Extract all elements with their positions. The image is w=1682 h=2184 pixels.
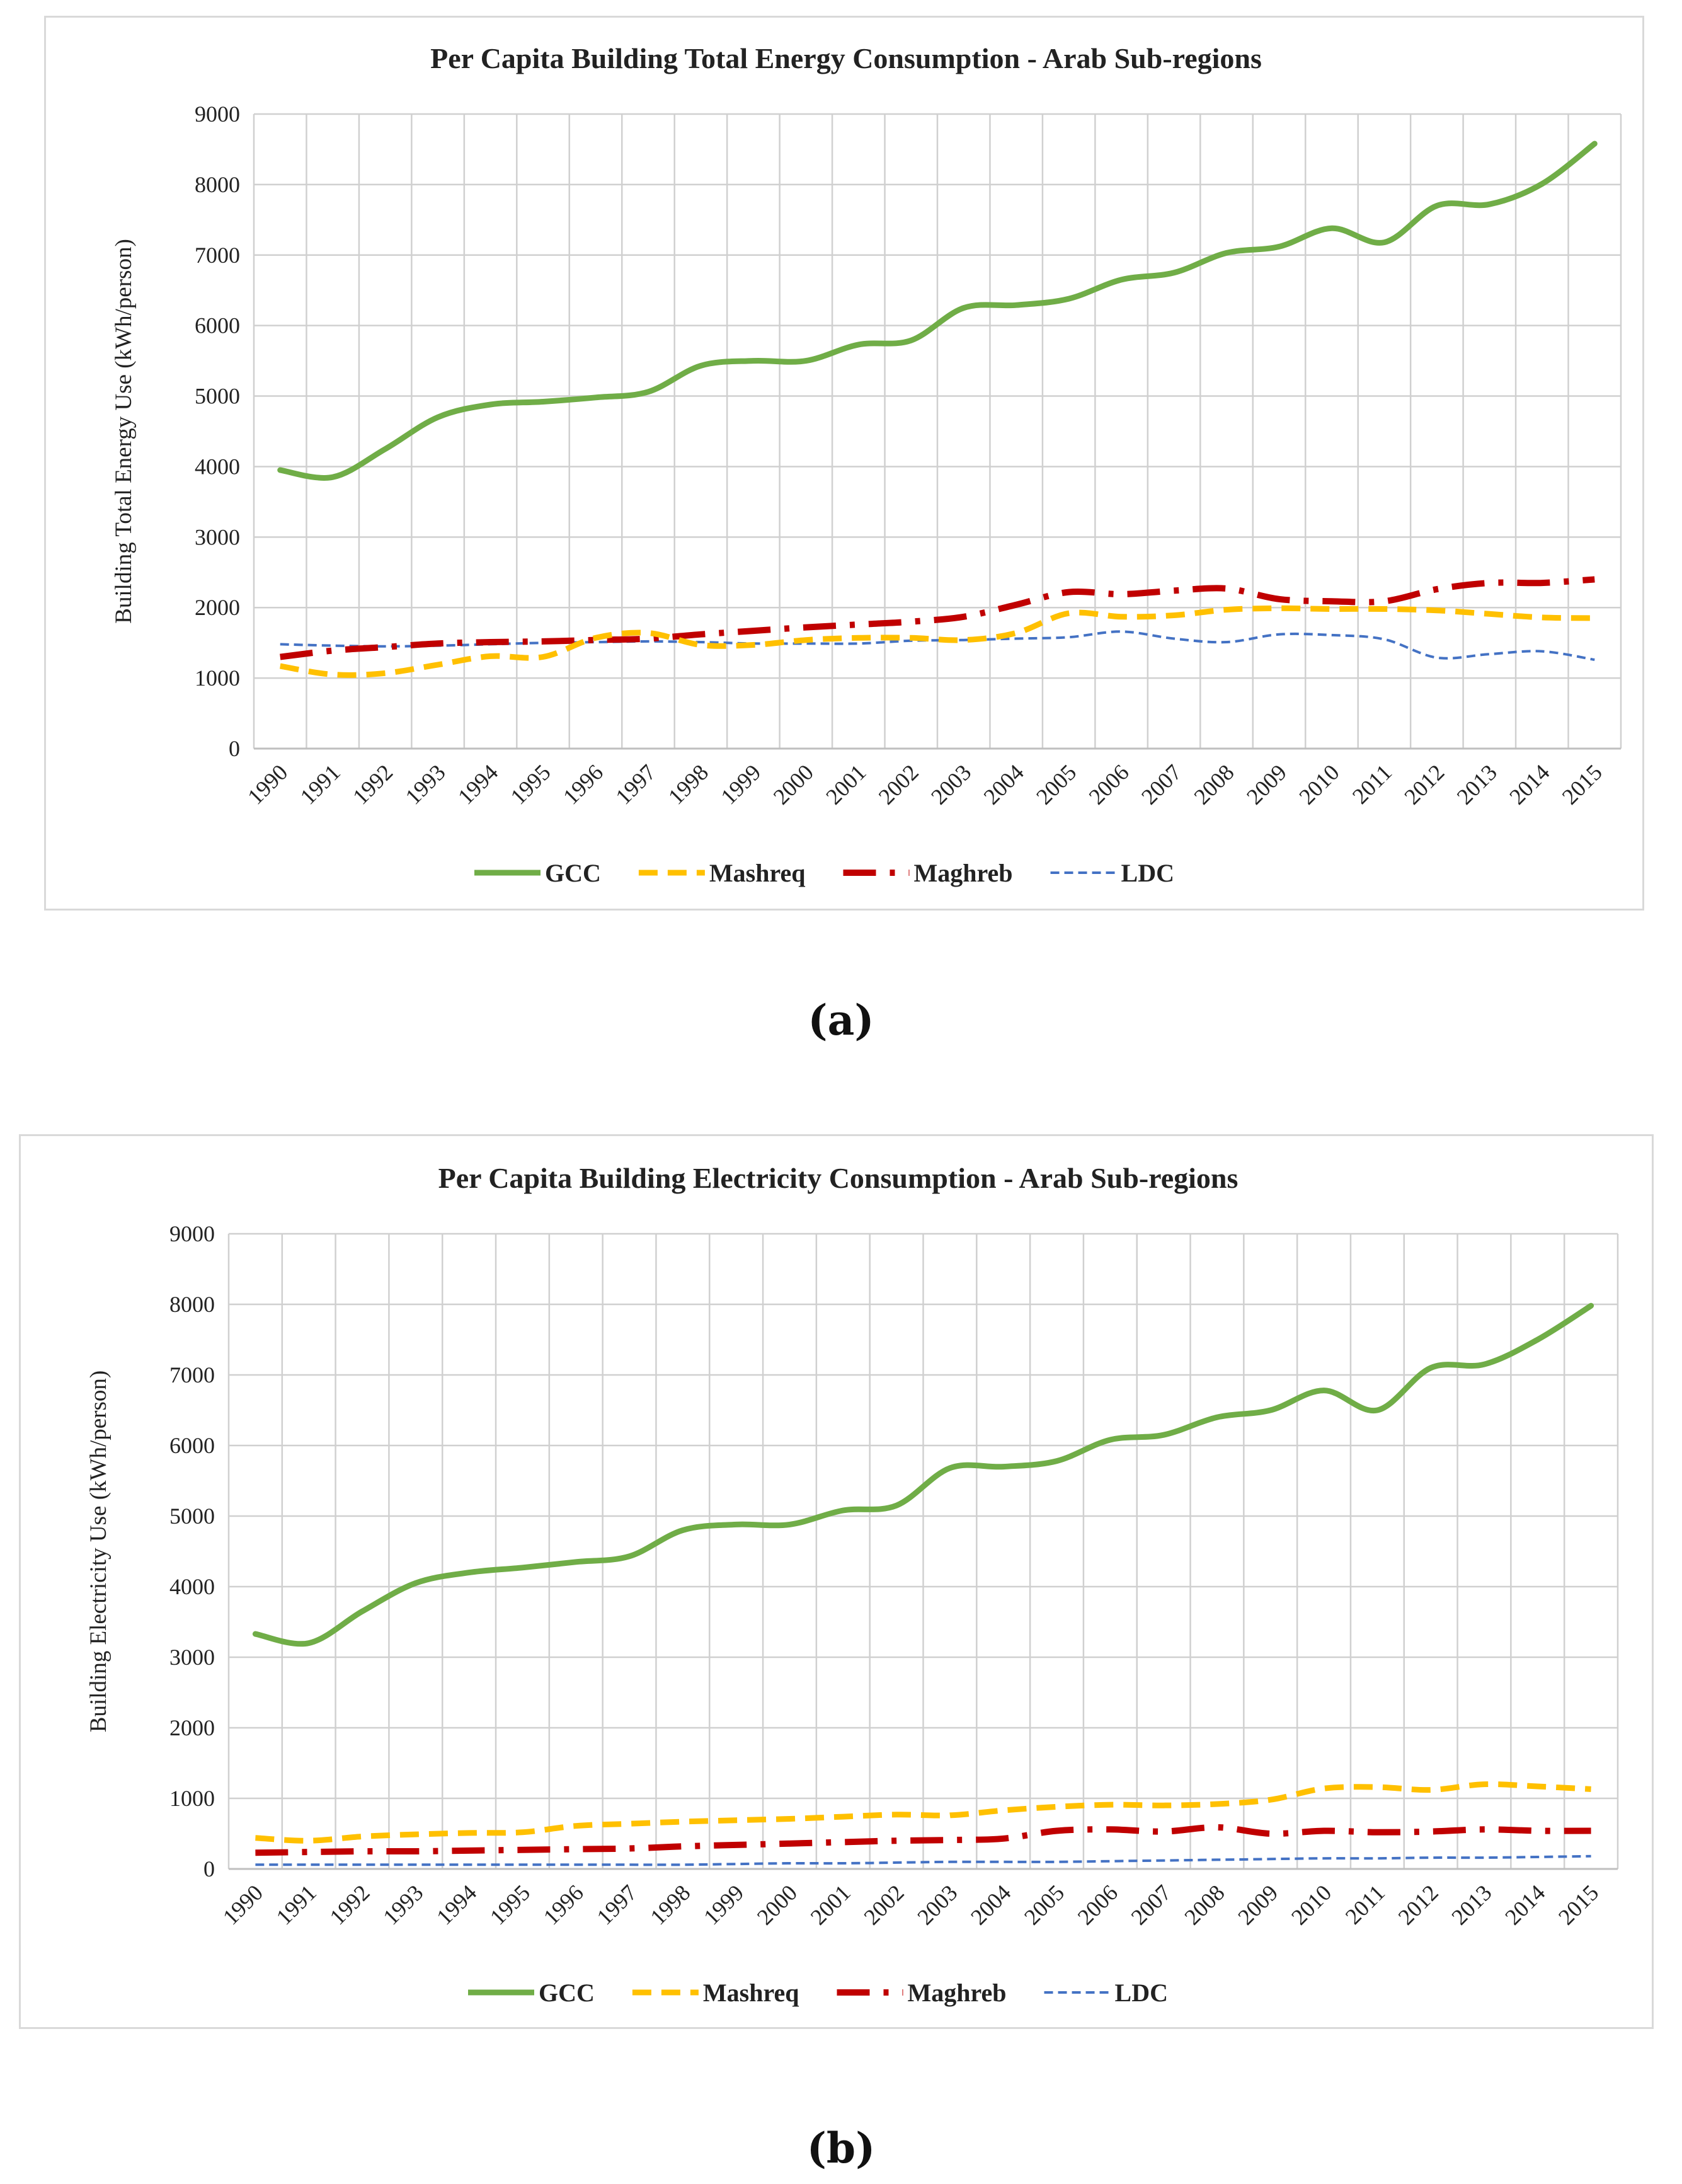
chart-a-series-gcc xyxy=(277,141,1598,481)
chart-a-ytick-label: 8000 xyxy=(195,172,240,197)
chart-b-xtick-label: 1997 xyxy=(592,1880,642,1929)
chart-b-y-axis-label: Building Electricity Use (kWh/person) xyxy=(86,1371,112,1732)
chart-a-legend-label-gcc: GCC xyxy=(545,859,601,887)
chart-b-xtick-label: 2002 xyxy=(859,1880,909,1929)
chart-a-ytick-label: 7000 xyxy=(195,243,240,268)
chart-b-xtick-label: 1995 xyxy=(485,1880,535,1929)
caption-a-text: (a) xyxy=(808,996,874,1045)
chart-b-xtick-label: 2006 xyxy=(1073,1880,1123,1929)
chart-a-xtick-label: 2003 xyxy=(926,759,976,809)
chart-b-ytick-label: 7000 xyxy=(169,1362,215,1388)
chart-a-svg: Per Capita Building Total Energy Consump… xyxy=(111,42,1622,887)
chart-a-xtick-label: 1990 xyxy=(243,759,292,809)
chart-b-series-maghreb xyxy=(255,1824,1591,1856)
chart-a-y-axis-label: Building Total Energy Use (kWh/person) xyxy=(111,239,137,624)
chart-b-xtick-label: 2001 xyxy=(806,1880,855,1929)
chart-b-ytick-label: 4000 xyxy=(169,1574,215,1599)
chart-a-ytick-label: 2000 xyxy=(195,595,240,620)
chart-a-xtick-label: 2001 xyxy=(821,759,871,809)
chart-b-xtick-label: 2000 xyxy=(752,1880,802,1929)
chart-a-legend-label-mashreq: Mashreq xyxy=(709,859,806,887)
chart-b-xtick-label: 2011 xyxy=(1341,1880,1390,1929)
chart-b-xtick-label: 1991 xyxy=(272,1880,321,1929)
chart-a-xtick-label: 2011 xyxy=(1347,759,1397,808)
chart-b-ytick-label: 8000 xyxy=(169,1292,215,1317)
chart-b-ytick-label: 9000 xyxy=(169,1221,215,1246)
chart-b-xtick-label: 2008 xyxy=(1179,1880,1229,1929)
caption-b-text: (b) xyxy=(806,2124,876,2173)
chart-a-xtick-label: 1991 xyxy=(295,759,345,809)
chart-b-chart-title: Per Capita Building Electricity Consumpt… xyxy=(438,1162,1239,1194)
chart-b-xtick-label: 2007 xyxy=(1126,1880,1176,1929)
chart-b-ytick-label: 0 xyxy=(203,1856,215,1882)
chart-b-xtick-label: 2015 xyxy=(1553,1880,1603,1929)
chart-a-xtick-label: 1993 xyxy=(401,759,450,809)
chart-b-xtick-label: 1990 xyxy=(218,1880,268,1929)
chart-b-xtick-label: 2005 xyxy=(1019,1880,1069,1929)
chart-a-xtick-label: 1999 xyxy=(716,759,765,809)
caption-b: (b) xyxy=(0,2124,1682,2173)
chart-a-ytick-label: 4000 xyxy=(195,454,240,479)
chart-a-ytick-label: 0 xyxy=(229,736,240,761)
chart-a-xtick-label: 2010 xyxy=(1294,759,1344,809)
chart-a-xtick-label: 2013 xyxy=(1452,759,1502,809)
chart-b-xtick-label: 2009 xyxy=(1233,1880,1283,1929)
chart-a-legend-label-maghreb: Maghreb xyxy=(914,859,1013,887)
chart-a-series-mashreq xyxy=(279,605,1595,678)
chart-b-ytick-label: 5000 xyxy=(169,1503,215,1529)
chart-b-ytick-label: 1000 xyxy=(169,1786,215,1811)
chart-a-ytick-label: 5000 xyxy=(195,384,240,409)
chart-b-xtick-label: 1996 xyxy=(539,1880,588,1929)
chart-a-xtick-label: 1998 xyxy=(663,759,713,809)
chart-a-chart-title: Per Capita Building Total Energy Consump… xyxy=(430,42,1262,74)
chart-a-xtick-label: 2007 xyxy=(1136,759,1186,809)
chart-a-xtick-label: 2012 xyxy=(1399,759,1449,809)
chart-b-xtick-label: 1994 xyxy=(432,1880,481,1929)
chart-panel-b: Per Capita Building Electricity Consumpt… xyxy=(19,1134,1654,2029)
chart-b-xtick-label: 2014 xyxy=(1500,1880,1550,1929)
chart-a-xtick-label: 2004 xyxy=(979,759,1029,809)
chart-a-ytick-label: 6000 xyxy=(195,313,240,338)
chart-b-xtick-label: 2013 xyxy=(1446,1880,1496,1929)
chart-a-xtick-label: 2005 xyxy=(1031,759,1081,809)
chart-b-series-mashreq xyxy=(255,1781,1591,1844)
chart-a-xtick-label: 2006 xyxy=(1084,759,1134,809)
chart-a-legend-label-ldc: LDC xyxy=(1121,859,1174,887)
chart-a-xtick-label: 2008 xyxy=(1189,759,1239,809)
chart-b-xtick-label: 1998 xyxy=(645,1880,695,1929)
chart-b-legend-label-ldc: LDC xyxy=(1115,1979,1168,2007)
chart-b-legend-label-gcc: GCC xyxy=(539,1979,595,2007)
chart-a-xtick-label: 2014 xyxy=(1504,759,1554,809)
chart-a-ytick-label: 1000 xyxy=(195,665,240,691)
chart-a-xtick-label: 1997 xyxy=(610,759,660,809)
chart-b-xtick-label: 2003 xyxy=(912,1880,962,1929)
chart-a-xtick-label: 1992 xyxy=(348,759,398,809)
chart-a-series-maghreb xyxy=(280,576,1595,660)
chart-a-xtick-label: 2009 xyxy=(1242,759,1291,809)
chart-a-xtick-label: 2015 xyxy=(1557,759,1607,809)
chart-a-ytick-label: 3000 xyxy=(195,524,240,549)
chart-b-xtick-label: 2004 xyxy=(966,1880,1015,1929)
chart-b-ytick-label: 3000 xyxy=(169,1645,215,1670)
chart-a-xtick-label: 1994 xyxy=(453,759,503,809)
chart-a-xtick-label: 1996 xyxy=(558,759,608,809)
chart-b-series-gcc xyxy=(252,1302,1594,1647)
chart-b-xtick-label: 2012 xyxy=(1393,1880,1443,1929)
caption-a: (a) xyxy=(0,996,1682,1045)
chart-panel-a: Per Capita Building Total Energy Consump… xyxy=(44,16,1644,911)
chart-b-xtick-label: 2010 xyxy=(1286,1880,1336,1929)
chart-b-series-ldc xyxy=(255,1854,1591,1866)
chart-a-xtick-label: 2002 xyxy=(874,759,924,809)
chart-b-svg: Per Capita Building Electricity Consumpt… xyxy=(86,1162,1619,2007)
chart-b-legend-label-maghreb: Maghreb xyxy=(908,1979,1007,2007)
chart-a-xtick-label: 2000 xyxy=(769,759,818,809)
chart-a-ytick-label: 9000 xyxy=(195,101,240,127)
chart-a-xtick-label: 1995 xyxy=(505,759,555,809)
chart-b-xtick-label: 1992 xyxy=(324,1880,374,1929)
chart-b-ytick-label: 6000 xyxy=(169,1433,215,1458)
chart-b-legend-label-mashreq: Mashreq xyxy=(703,1979,799,2007)
chart-b-xtick-label: 1999 xyxy=(699,1880,748,1929)
chart-b-xtick-label: 1993 xyxy=(378,1880,428,1929)
chart-b-ytick-label: 2000 xyxy=(169,1715,215,1740)
